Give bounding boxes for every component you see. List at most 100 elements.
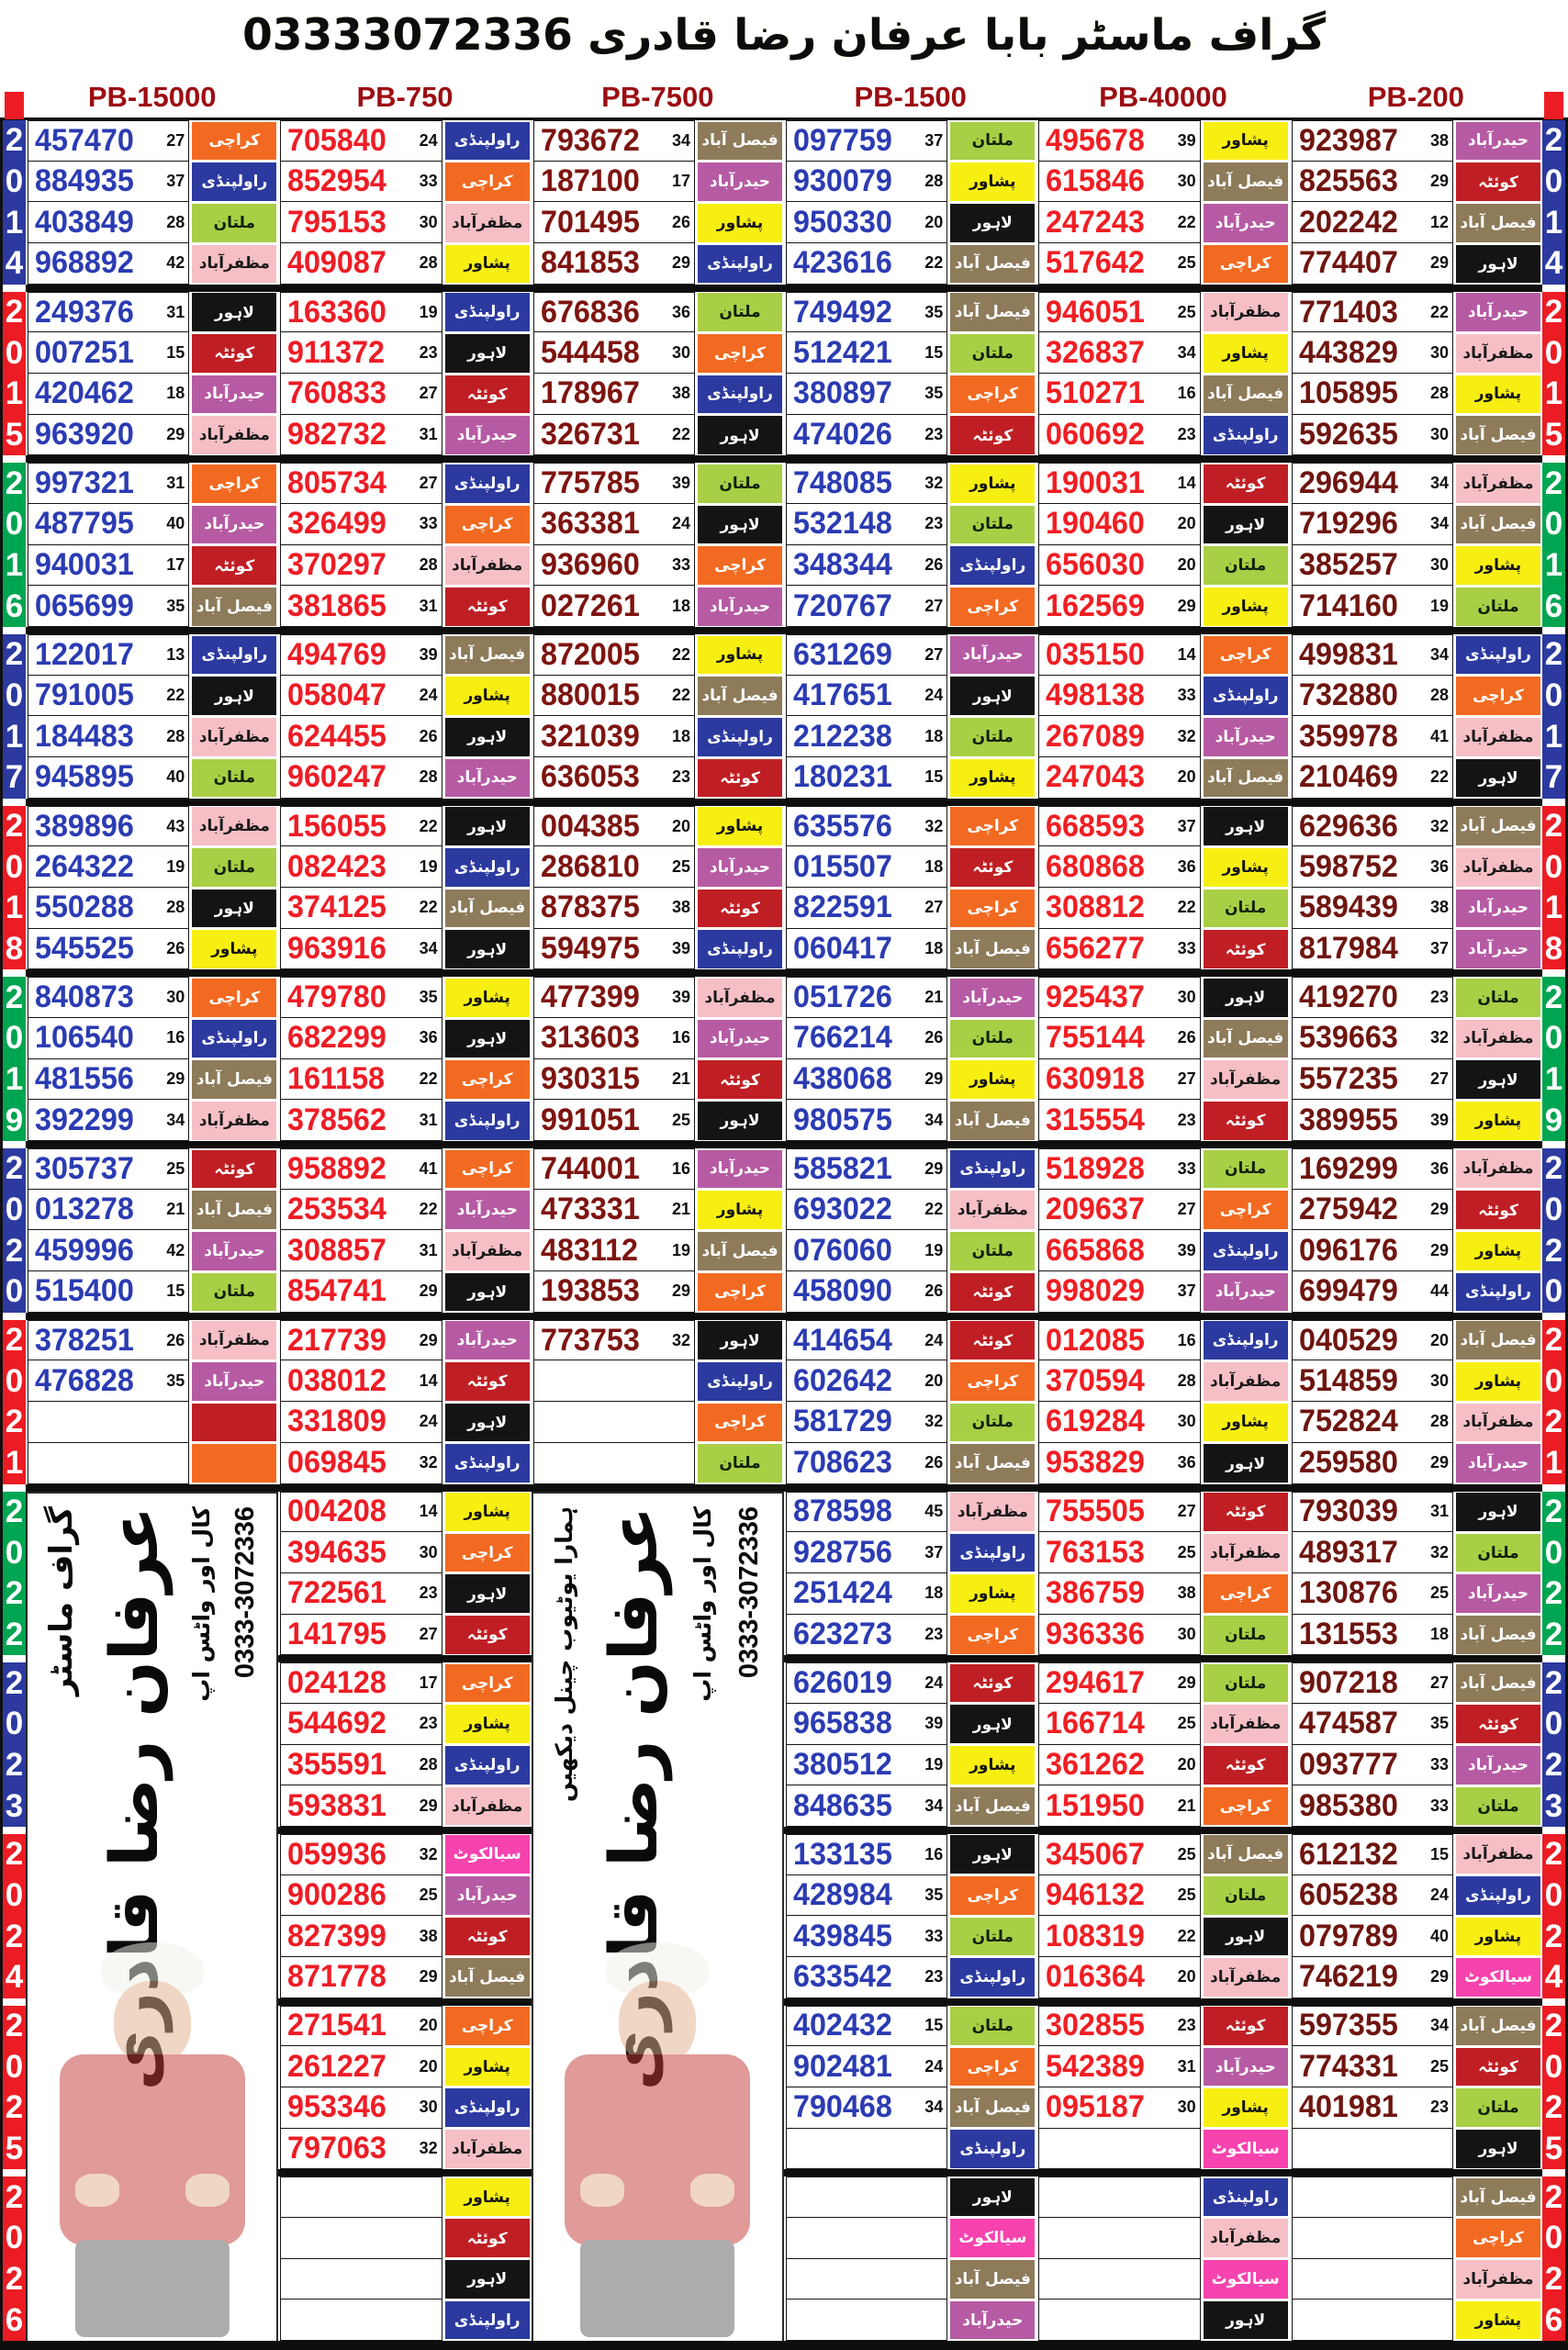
table-row-cell: 514859 30 پشاور <box>1291 1360 1540 1403</box>
city-chip: مظفرآباد <box>1455 333 1540 373</box>
city-chip: پشاور <box>444 978 530 1017</box>
draw-count: 23 <box>419 1714 438 1733</box>
city-chip: لاہور <box>950 203 1036 242</box>
draw-count: 30 <box>419 1542 438 1561</box>
number-area: 629636 32 <box>1291 805 1453 847</box>
number-area: 438068 29 <box>785 1058 948 1101</box>
draw-number: 076060 <box>792 1232 892 1268</box>
year-gap <box>1541 1998 1565 2006</box>
draw-number: 409087 <box>287 245 387 281</box>
year-digit: 0 <box>5 334 24 371</box>
draw-number: 720767 <box>792 588 892 623</box>
draw-count: 20 <box>419 2016 438 2035</box>
table-row-cell: 190031 14 کوئٹہ <box>1038 463 1288 505</box>
city-chip: کراچی <box>444 505 530 544</box>
draw-count: 39 <box>1429 1110 1449 1129</box>
draw-number: 773753 <box>540 1322 640 1358</box>
draw-number: 746219 <box>1298 1959 1398 1995</box>
draw-count: 27 <box>166 130 185 150</box>
draw-count: 16 <box>1177 384 1196 403</box>
number-area: 827399 38 <box>280 1916 442 1957</box>
banner-call-text: کال اور واٹس اپ <box>188 1505 216 1702</box>
city-chip: لاہور <box>697 1321 782 1360</box>
year-separator <box>26 1483 279 1492</box>
draw-number: 163360 <box>287 294 387 330</box>
draw-number: 058047 <box>287 677 387 713</box>
draw-number: 719296 <box>1298 506 1398 542</box>
middle-banner: ہمارا یوٹیوب چینل دیکھیں عرفان رضا قادری ک… <box>531 1491 784 2345</box>
draw-count: 33 <box>1429 1754 1449 1774</box>
city-chip: فیصل آباد <box>1203 758 1288 798</box>
city-chip: کراچی <box>950 889 1036 928</box>
year-digit: 2 <box>1544 1322 1563 1359</box>
year-digit: 3 <box>5 1787 24 1824</box>
year-separator <box>531 969 784 978</box>
number-area: 793672 34 <box>532 120 695 162</box>
city-chip: لاہور <box>444 1019 530 1058</box>
city-chip: مظفرآباد <box>444 2130 530 2168</box>
number-area: 940031 17 <box>28 544 190 587</box>
city-chip: لاہور <box>1203 978 1288 1017</box>
city-chip: راولپنڈی <box>192 635 277 675</box>
city-chip: راولپنڈی <box>444 1101 530 1140</box>
draw-count: 35 <box>166 1371 185 1390</box>
city-chip: فیصل آباد <box>1455 416 1540 454</box>
number-area: 326837 34 <box>1038 332 1201 375</box>
year-digit: 2 <box>5 1322 24 1359</box>
number-area: 775785 39 <box>532 463 695 505</box>
year-separator <box>531 627 784 635</box>
draw-number: 940031 <box>35 547 134 583</box>
table-row-cell: 557235 27 لاہور <box>1291 1058 1540 1101</box>
draw-count: 18 <box>924 726 944 745</box>
draw-number: 925437 <box>1046 979 1146 1015</box>
number-area: 680868 36 <box>1038 846 1201 889</box>
table-row-cell: فیصل آباد <box>1291 2177 1540 2218</box>
draw-count: 29 <box>419 1281 438 1301</box>
city-chip: فیصل آباد <box>444 635 530 675</box>
year-digit: 2 <box>5 636 24 673</box>
draw-count: 32 <box>1429 816 1449 835</box>
city-chip: ملتان <box>1203 1616 1288 1654</box>
draw-count: 36 <box>671 302 690 321</box>
number-area: 791005 22 <box>28 675 190 717</box>
draw-number: 705840 <box>287 122 387 158</box>
table-row-cell: 635576 32 کراچی <box>785 805 1036 847</box>
draw-number: 095187 <box>1046 2089 1146 2125</box>
draw-count: 27 <box>419 474 438 493</box>
city-chip: راولپنڈی <box>444 464 530 503</box>
draw-count: 34 <box>1177 342 1196 362</box>
number-area: 096176 29 <box>1291 1230 1453 1272</box>
draw-number: 386759 <box>1046 1575 1146 1611</box>
number-area: 499831 34 <box>1291 634 1453 676</box>
table-row-cell: 385257 30 پشاور <box>1291 544 1540 587</box>
draw-count: 34 <box>1429 2016 1449 2035</box>
draw-number: 308857 <box>287 1232 387 1268</box>
banner-text-row: گراف ماسٹر عرفان رضا قادری کال اور واٹس اپ… <box>28 1494 276 2090</box>
number-area <box>1291 2300 1453 2341</box>
draw-number: 928756 <box>792 1534 892 1570</box>
draw-number: 512421 <box>792 334 892 370</box>
year-digit: 6 <box>1544 588 1563 624</box>
draw-count: 38 <box>671 384 690 403</box>
number-area: 623273 23 <box>785 1614 948 1656</box>
city-chip: ملتان <box>192 758 277 798</box>
draw-number: 355591 <box>287 1746 387 1782</box>
draw-number: 130876 <box>1298 1575 1398 1611</box>
number-area: 532148 23 <box>785 504 948 545</box>
number-area: 585821 29 <box>785 1148 948 1190</box>
draw-number: 557235 <box>1298 1061 1398 1097</box>
draw-number: 392299 <box>35 1102 134 1137</box>
draw-number: 748085 <box>792 465 892 501</box>
draw-number: 271541 <box>287 2008 387 2043</box>
year-digit: 2 <box>5 122 24 159</box>
city-chip: لاہور <box>1455 758 1540 798</box>
city-chip: کوئٹہ <box>950 847 1036 887</box>
number-area: 624455 26 <box>280 716 442 758</box>
city-chip: ملتان <box>950 717 1036 756</box>
draw-number: 991051 <box>540 1102 640 1137</box>
table-row-cell: 623273 23 کراچی <box>785 1614 1036 1656</box>
draw-count: 19 <box>419 302 438 321</box>
city-chip: راولپنڈی <box>1203 416 1288 454</box>
